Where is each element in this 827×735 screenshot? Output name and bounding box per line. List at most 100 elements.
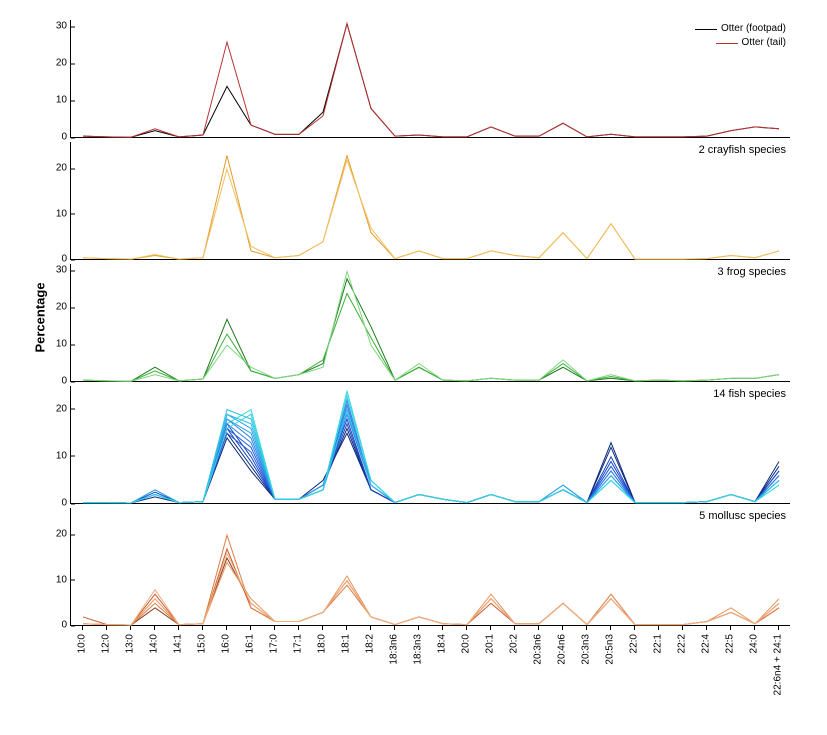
ytick: 0: [61, 132, 71, 143]
series-line: [83, 549, 779, 625]
xtick-mark: [514, 626, 515, 630]
series-line: [83, 410, 779, 503]
xtick-mark: [370, 626, 371, 630]
ytick: 20: [56, 58, 71, 69]
xtick-label: 15:0: [197, 634, 208, 653]
xtick-mark: [586, 626, 587, 630]
panel-lines: [71, 508, 791, 626]
series-line: [83, 535, 779, 625]
xtick-label: 14:0: [149, 634, 160, 653]
xtick-mark: [730, 626, 731, 630]
xtick-label: 12:0: [101, 634, 112, 653]
xtick-mark: [634, 626, 635, 630]
ytick: 20: [56, 403, 71, 414]
xtick-mark: [610, 626, 611, 630]
panel-lines: [71, 20, 791, 138]
xtick-label: 18:3n6: [389, 634, 400, 665]
y-axis-title: Percentage: [33, 278, 48, 358]
series-line: [83, 24, 779, 138]
series-line: [83, 160, 779, 259]
series-line: [83, 400, 779, 503]
series-line: [83, 294, 779, 382]
xtick-label: 18:3n3: [413, 634, 424, 665]
ytick: 20: [56, 163, 71, 174]
series-line: [83, 414, 779, 503]
series-line: [83, 419, 779, 503]
xtick-label: 18:2: [365, 634, 376, 653]
xtick-label: 20:3n3: [581, 634, 592, 665]
ytick: 0: [61, 376, 71, 387]
series-line: [83, 391, 779, 503]
xtick-mark: [394, 626, 395, 630]
xtick-mark: [418, 626, 419, 630]
xtick-mark: [562, 626, 563, 630]
chart-container: Percentage Otter (footpad)Otter (tail)01…: [10, 10, 817, 725]
ytick: 30: [56, 21, 71, 32]
xtick-label: 13:0: [125, 634, 136, 653]
xtick-label: 10:0: [77, 634, 88, 653]
xtick-label: 22:6n4 + 24:1: [773, 634, 784, 695]
series-line: [83, 156, 779, 259]
series-line: [83, 405, 779, 503]
xtick-mark: [226, 626, 227, 630]
ytick: 0: [61, 254, 71, 265]
series-line: [83, 405, 779, 503]
xtick-label: 18:0: [317, 634, 328, 653]
series-line: [83, 433, 779, 503]
xtick-label: 18:4: [437, 634, 448, 653]
panel-lines: [71, 264, 791, 382]
xtick-mark: [658, 626, 659, 630]
xtick-mark: [538, 626, 539, 630]
xtick-label: 22:1: [653, 634, 664, 653]
xtick-mark: [346, 626, 347, 630]
xtick-mark: [682, 626, 683, 630]
ytick: 10: [56, 208, 71, 219]
panel-lines: [71, 386, 791, 504]
xtick-label: 20:0: [461, 634, 472, 653]
xtick-mark: [82, 626, 83, 630]
xtick-mark: [442, 626, 443, 630]
xtick-mark: [466, 626, 467, 630]
series-line: [83, 414, 779, 503]
panel-4: 5 mollusc species01020: [70, 508, 790, 626]
xtick-label: 20:2: [509, 634, 520, 653]
xtick-label: 22:5: [725, 634, 736, 653]
ytick: 10: [56, 95, 71, 106]
xtick-label: 16:1: [245, 634, 256, 653]
ytick: 30: [56, 265, 71, 276]
series-line: [83, 558, 779, 625]
xtick-label: 20:4n6: [557, 634, 568, 665]
series-line: [83, 410, 779, 503]
series-line: [83, 553, 779, 625]
xtick-mark: [130, 626, 131, 630]
xtick-mark: [250, 626, 251, 630]
xtick-mark: [274, 626, 275, 630]
panel-2: 3 frog species0102030: [70, 264, 790, 382]
series-line: [83, 424, 779, 503]
ytick: 10: [56, 574, 71, 585]
series-line: [83, 279, 779, 382]
ytick: 10: [56, 339, 71, 350]
series-line: [83, 410, 779, 503]
series-line: [83, 24, 779, 138]
series-line: [83, 562, 779, 625]
xtick-label: 17:1: [293, 634, 304, 653]
xtick-label: 20:1: [485, 634, 496, 653]
panel-lines: [71, 142, 791, 260]
xtick-label: 22:2: [677, 634, 688, 653]
ytick: 0: [61, 620, 71, 631]
xtick-mark: [490, 626, 491, 630]
panel-1: 2 crayfish species01020: [70, 142, 790, 260]
xtick-mark: [778, 626, 779, 630]
ytick: 20: [56, 302, 71, 313]
xtick-mark: [202, 626, 203, 630]
xtick-mark: [706, 626, 707, 630]
xtick-label: 22:0: [629, 634, 640, 653]
xtick-label: 20:3n6: [533, 634, 544, 665]
xtick-label: 16:0: [221, 634, 232, 653]
xtick-label: 22:4: [701, 634, 712, 653]
xtick-mark: [298, 626, 299, 630]
series-line: [83, 271, 779, 381]
xtick-mark: [322, 626, 323, 630]
xtick-mark: [754, 626, 755, 630]
